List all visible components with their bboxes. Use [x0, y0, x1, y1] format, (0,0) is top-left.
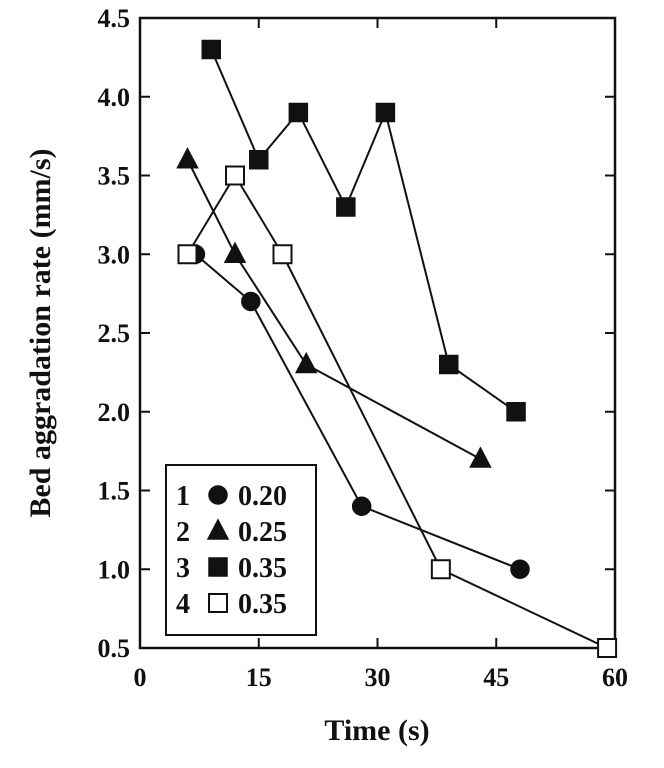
series-1-point — [351, 496, 372, 516]
series-3-point — [375, 102, 396, 123]
y-tick-label: 3.5 — [98, 162, 131, 191]
y-axis-title: Bed aggradation rate (mm/s) — [24, 148, 57, 517]
legend-marker — [208, 593, 228, 613]
x-tick-label: 45 — [483, 663, 509, 692]
series-3-point — [249, 150, 269, 170]
legend-label: 0.35 — [238, 589, 287, 620]
x-tick-label: 15 — [246, 663, 272, 692]
legend-label: 0.20 — [238, 481, 287, 512]
series-4-point — [430, 559, 451, 580]
series-3-line — [210, 49, 517, 413]
series-2-point — [223, 241, 247, 263]
y-tick-label: 2.0 — [98, 398, 131, 427]
series-2-point — [176, 147, 199, 169]
series-4-point — [225, 165, 245, 186]
series-2 — [176, 147, 492, 468]
series-4 — [177, 165, 618, 658]
legend-id: 4 — [176, 589, 190, 620]
series-3-point — [336, 197, 356, 217]
series-4-point — [177, 244, 198, 265]
series-3-point — [506, 402, 526, 422]
series-3 — [201, 39, 526, 422]
x-axis-title: Time (s) — [324, 714, 429, 747]
y-tick-label: 3.0 — [98, 240, 131, 269]
legend-box — [165, 464, 317, 636]
y-tick-label: 4.0 — [98, 83, 131, 112]
legend-marker — [206, 518, 230, 540]
legend-marker — [208, 557, 228, 577]
y-tick-label: 0.5 — [98, 634, 131, 663]
series-3-point — [201, 39, 221, 60]
series-1-line — [194, 253, 521, 571]
x-tick-label: 60 — [602, 663, 628, 692]
series-3-point — [288, 102, 309, 123]
series-1-point — [510, 559, 530, 579]
series-4-point — [272, 244, 293, 265]
y-tick-label: 1.5 — [98, 477, 131, 506]
y-axis: 0.5 1.0 1.5 2.0 2.5 3.0 3.5 4.0 4.5 — [98, 4, 615, 663]
series-3-point — [439, 354, 459, 375]
x-tick-label: 0 — [134, 663, 147, 692]
series-2-point — [295, 351, 318, 374]
legend-id: 1 — [176, 481, 190, 512]
series-2-point — [469, 446, 492, 468]
legend-label: 0.25 — [238, 517, 287, 548]
x-tick-label: 30 — [365, 663, 391, 692]
series-4-point — [597, 638, 618, 658]
legend-marker — [208, 485, 228, 505]
series-layer — [176, 39, 618, 658]
y-tick-label: 2.5 — [98, 319, 131, 348]
x-axis: 0 15 30 45 60 — [134, 18, 628, 692]
y-tick-label: 1.0 — [98, 555, 131, 584]
series-2-line — [186, 159, 481, 460]
legend-label: 0.35 — [238, 553, 287, 584]
legend: 1 0.20 2 0.25 3 0.35 4 0.35 — [165, 464, 317, 636]
y-tick-label: 4.5 — [98, 4, 131, 33]
series-1-point — [241, 291, 261, 312]
legend-id: 3 — [176, 553, 190, 584]
legend-id: 2 — [176, 517, 190, 548]
